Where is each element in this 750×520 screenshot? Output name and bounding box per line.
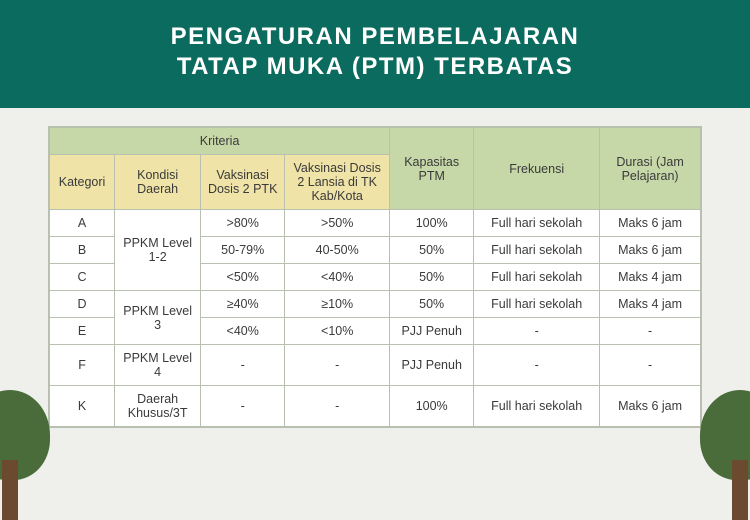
cell-kat: E bbox=[50, 318, 115, 345]
cell-frek: Full hari sekolah bbox=[474, 291, 600, 318]
header-durasi: Durasi (Jam Pelajaran) bbox=[600, 128, 701, 210]
cell-dur: - bbox=[600, 345, 701, 386]
cell-kat: C bbox=[50, 264, 115, 291]
table-body: APPKM Level 1-2>80%>50%100%Full hari sek… bbox=[50, 210, 701, 427]
table-row: FPPKM Level 4--PJJ Penuh-- bbox=[50, 345, 701, 386]
cell-vlansia: <10% bbox=[285, 318, 390, 345]
cell-kat: B bbox=[50, 237, 115, 264]
header-band: PENGATURAN PEMBELAJARAN TATAP MUKA (PTM)… bbox=[0, 0, 750, 108]
cell-vlansia: - bbox=[285, 345, 390, 386]
cell-vptk: <50% bbox=[201, 264, 285, 291]
cell-frek: Full hari sekolah bbox=[474, 237, 600, 264]
title-line-2: TATAP MUKA (PTM) TERBATAS bbox=[177, 53, 574, 80]
cell-frek: Full hari sekolah bbox=[474, 210, 600, 237]
cell-kap: PJJ Penuh bbox=[390, 345, 474, 386]
header-kapasitas: Kapasitas PTM bbox=[390, 128, 474, 210]
cell-frek: Full hari sekolah bbox=[474, 264, 600, 291]
cell-dur: - bbox=[600, 318, 701, 345]
header-vaks-ptk: Vaksinasi Dosis 2 PTK bbox=[201, 155, 285, 210]
title-line-1: PENGATURAN PEMBELAJARAN bbox=[171, 23, 580, 50]
cell-kondisi: PPKM Level 3 bbox=[115, 291, 201, 345]
cell-dur: Maks 4 jam bbox=[600, 291, 701, 318]
tree-decoration-right bbox=[690, 370, 750, 520]
cell-frek: - bbox=[474, 345, 600, 386]
cell-vlansia: - bbox=[285, 386, 390, 427]
cell-kap: 100% bbox=[390, 386, 474, 427]
cell-vptk: ≥40% bbox=[201, 291, 285, 318]
table-row: KDaerah Khusus/3T--100%Full hari sekolah… bbox=[50, 386, 701, 427]
cell-vptk: <40% bbox=[201, 318, 285, 345]
header-row-1: Kriteria Kapasitas PTM Frekuensi Durasi … bbox=[50, 128, 701, 155]
cell-vlansia: ≥10% bbox=[285, 291, 390, 318]
cell-dur: Maks 6 jam bbox=[600, 210, 701, 237]
cell-vlansia: 40-50% bbox=[285, 237, 390, 264]
page-title: PENGATURAN PEMBELAJARAN TATAP MUKA (PTM)… bbox=[0, 22, 750, 82]
header-kondisi: Kondisi Daerah bbox=[115, 155, 201, 210]
cell-frek: Full hari sekolah bbox=[474, 386, 600, 427]
cell-vptk: 50-79% bbox=[201, 237, 285, 264]
cell-frek: - bbox=[474, 318, 600, 345]
cell-kap: 50% bbox=[390, 264, 474, 291]
cell-kat: D bbox=[50, 291, 115, 318]
cell-kap: 50% bbox=[390, 291, 474, 318]
cell-dur: Maks 6 jam bbox=[600, 386, 701, 427]
cell-vlansia: <40% bbox=[285, 264, 390, 291]
cell-kap: PJJ Penuh bbox=[390, 318, 474, 345]
cell-vlansia: >50% bbox=[285, 210, 390, 237]
tree-decoration-left bbox=[0, 370, 60, 520]
ptm-table-container: Kriteria Kapasitas PTM Frekuensi Durasi … bbox=[48, 126, 702, 428]
table-row: APPKM Level 1-2>80%>50%100%Full hari sek… bbox=[50, 210, 701, 237]
cell-kat: A bbox=[50, 210, 115, 237]
cell-dur: Maks 6 jam bbox=[600, 237, 701, 264]
cell-kap: 50% bbox=[390, 237, 474, 264]
cell-vptk: - bbox=[201, 345, 285, 386]
cell-dur: Maks 4 jam bbox=[600, 264, 701, 291]
cell-kap: 100% bbox=[390, 210, 474, 237]
cell-kondisi: Daerah Khusus/3T bbox=[115, 386, 201, 427]
header-vaks-lansia: Vaksinasi Dosis 2 Lansia di TK Kab/Kota bbox=[285, 155, 390, 210]
cell-vptk: >80% bbox=[201, 210, 285, 237]
header-kategori: Kategori bbox=[50, 155, 115, 210]
ptm-table: Kriteria Kapasitas PTM Frekuensi Durasi … bbox=[49, 127, 701, 427]
cell-kondisi: PPKM Level 4 bbox=[115, 345, 201, 386]
header-kriteria: Kriteria bbox=[50, 128, 390, 155]
header-frekuensi: Frekuensi bbox=[474, 128, 600, 210]
cell-vptk: - bbox=[201, 386, 285, 427]
table-row: DPPKM Level 3≥40%≥10%50%Full hari sekola… bbox=[50, 291, 701, 318]
cell-kondisi: PPKM Level 1-2 bbox=[115, 210, 201, 291]
